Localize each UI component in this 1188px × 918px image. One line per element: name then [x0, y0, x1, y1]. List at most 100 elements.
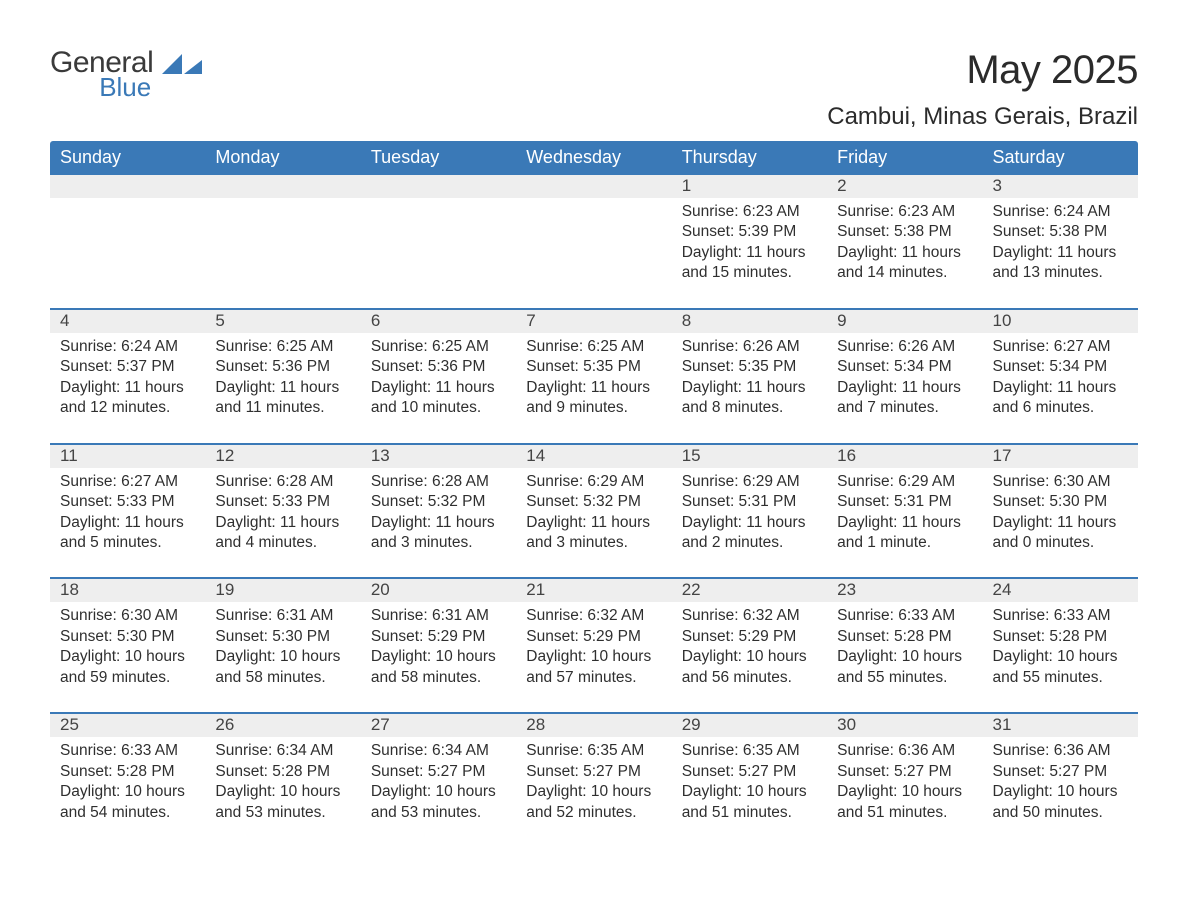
day-number-cell: 20: [361, 579, 516, 602]
day-number: 21: [516, 579, 665, 602]
day-cell: [205, 198, 360, 284]
day-number-cell: 11: [50, 445, 205, 468]
day-day1: Daylight: 10 hours: [526, 647, 661, 667]
day-cell: Sunrise: 6:34 AMSunset: 5:27 PMDaylight:…: [361, 737, 516, 823]
weekday-header-row: SundayMondayTuesdayWednesdayThursdayFrid…: [50, 141, 1138, 175]
day-day1: Daylight: 10 hours: [60, 782, 195, 802]
weeks-container: 123Sunrise: 6:23 AMSunset: 5:39 PMDaylig…: [50, 175, 1138, 823]
day-data: Sunrise: 6:28 AMSunset: 5:33 PMDaylight:…: [205, 468, 354, 554]
day-day2: and 13 minutes.: [993, 263, 1128, 283]
day-sunrise: Sunrise: 6:36 AM: [993, 741, 1128, 761]
day-number: 16: [827, 445, 976, 468]
day-sunset: Sunset: 5:27 PM: [371, 762, 506, 782]
day-sunset: Sunset: 5:37 PM: [60, 357, 195, 377]
calendar-page: General Blue May 2025 Cambui, Minas Gera…: [0, 0, 1188, 863]
location: Cambui, Minas Gerais, Brazil: [827, 103, 1138, 131]
day-sunrise: Sunrise: 6:29 AM: [682, 472, 817, 492]
weekday-header: Friday: [827, 141, 982, 175]
day-day1: Daylight: 11 hours: [837, 513, 972, 533]
day-number-cell: 26: [205, 714, 360, 737]
day-sunset: Sunset: 5:30 PM: [215, 627, 350, 647]
day-number-cell: 4: [50, 310, 205, 333]
day-day2: and 56 minutes.: [682, 668, 817, 688]
day-sunrise: Sunrise: 6:30 AM: [993, 472, 1128, 492]
day-day2: and 54 minutes.: [60, 803, 195, 823]
day-data: Sunrise: 6:32 AMSunset: 5:29 PMDaylight:…: [672, 602, 821, 688]
day-sunrise: Sunrise: 6:34 AM: [215, 741, 350, 761]
day-day1: Daylight: 11 hours: [215, 513, 350, 533]
day-cell: Sunrise: 6:33 AMSunset: 5:28 PMDaylight:…: [983, 602, 1138, 688]
day-day1: Daylight: 10 hours: [993, 782, 1128, 802]
day-sunrise: Sunrise: 6:26 AM: [837, 337, 972, 357]
day-cell: Sunrise: 6:24 AMSunset: 5:37 PMDaylight:…: [50, 333, 205, 419]
day-cell: [516, 198, 671, 284]
day-day2: and 58 minutes.: [215, 668, 350, 688]
day-number: 3: [983, 175, 1132, 198]
day-day2: and 52 minutes.: [526, 803, 661, 823]
day-day1: Daylight: 11 hours: [371, 513, 506, 533]
day-data: Sunrise: 6:30 AMSunset: 5:30 PMDaylight:…: [983, 468, 1132, 554]
day-sunrise: Sunrise: 6:28 AM: [215, 472, 350, 492]
day-number: 30: [827, 714, 976, 737]
day-number: 2: [827, 175, 976, 198]
day-data: Sunrise: 6:33 AMSunset: 5:28 PMDaylight:…: [827, 602, 976, 688]
sail-icon: [162, 52, 204, 78]
day-number: 7: [516, 310, 665, 333]
day-body-row: Sunrise: 6:30 AM Sunset: 5:30 PM Daylight:…: [50, 602, 1138, 688]
day-number-cell: 2: [827, 175, 982, 198]
day-sunrise: Sunrise: 6:27 AM: [993, 337, 1128, 357]
day-data: Sunrise: 6:31 AMSunset: 5:29 PMDaylight:…: [361, 602, 510, 688]
day-day1: Daylight: 10 hours: [682, 647, 817, 667]
day-data: Sunrise: 6:27 AMSunset: 5:33 PMDaylight:…: [50, 468, 199, 554]
day-day1: Daylight: 10 hours: [837, 647, 972, 667]
day-day2: and 58 minutes.: [371, 668, 506, 688]
day-sunset: Sunset: 5:36 PM: [371, 357, 506, 377]
day-number: 27: [361, 714, 510, 737]
day-sunrise: Sunrise: 6:27 AM: [60, 472, 195, 492]
day-number-cell: 17: [983, 445, 1138, 468]
day-day2: and 59 minutes.: [60, 668, 195, 688]
day-sunrise: Sunrise: 6:33 AM: [993, 606, 1128, 626]
day-data: Sunrise: 6:29 AMSunset: 5:31 PMDaylight:…: [672, 468, 821, 554]
day-cell: Sunrise: 6:33 AMSunset: 5:28 PMDaylight:…: [50, 737, 205, 823]
day-day1: Daylight: 10 hours: [526, 782, 661, 802]
day-day1: Daylight: 11 hours: [60, 513, 195, 533]
day-data: Sunrise: 6:33 AMSunset: 5:28 PMDaylight:…: [50, 737, 199, 823]
day-sunset: Sunset: 5:36 PM: [215, 357, 350, 377]
day-cell: Sunrise: 6:36 AMSunset: 5:27 PMDaylight:…: [983, 737, 1138, 823]
day-sunrise: Sunrise: 6:34 AM: [371, 741, 506, 761]
day-day2: and 11 minutes.: [215, 398, 350, 418]
day-day1: Daylight: 10 hours: [993, 647, 1128, 667]
day-number-cell: 25: [50, 714, 205, 737]
day-number-cell: 31: [983, 714, 1138, 737]
day-cell: Sunrise: 6:25 AMSunset: 5:35 PMDaylight:…: [516, 333, 671, 419]
weekday-header: Monday: [205, 141, 360, 175]
day-cell: Sunrise: 6:29 AMSunset: 5:31 PMDaylight:…: [827, 468, 982, 554]
day-data: Sunrise: 6:34 AMSunset: 5:27 PMDaylight:…: [361, 737, 510, 823]
day-data: Sunrise: 6:25 AMSunset: 5:35 PMDaylight:…: [516, 333, 665, 419]
day-sunset: Sunset: 5:31 PM: [837, 492, 972, 512]
day-day1: Daylight: 11 hours: [526, 513, 661, 533]
weekday-header: Sunday: [50, 141, 205, 175]
day-number-cell: 5: [205, 310, 360, 333]
day-cell: Sunrise: 6:31 AMSunset: 5:30 PMDaylight:…: [205, 602, 360, 688]
day-data: Sunrise: 6:26 AMSunset: 5:35 PMDaylight:…: [672, 333, 821, 419]
day-day2: and 12 minutes.: [60, 398, 195, 418]
day-number-cell: 13: [361, 445, 516, 468]
day-cell: Sunrise: 6:27 AMSunset: 5:33 PMDaylight:…: [50, 468, 205, 554]
day-sunset: Sunset: 5:27 PM: [526, 762, 661, 782]
day-day1: Daylight: 11 hours: [682, 378, 817, 398]
day-number-cell: 27: [361, 714, 516, 737]
day-cell: Sunrise: 6:23 AMSunset: 5:39 PMDaylight:…: [672, 198, 827, 284]
calendar-week: 45678910Sunrise: 6:24 AMSunset: 5:37 PMD…: [50, 308, 1138, 419]
day-cell: Sunrise: 6:30 AMSunset: 5:30 PMDaylight:…: [983, 468, 1138, 554]
day-number: 11: [50, 445, 199, 468]
day-sunrise: Sunrise: 6:23 AM: [837, 202, 972, 222]
day-sunrise: Sunrise: 6:30 AM: [60, 606, 195, 626]
day-sunset: Sunset: 5:32 PM: [526, 492, 661, 512]
day-data: Sunrise: 6:23 AMSunset: 5:38 PMDaylight:…: [827, 198, 976, 284]
day-sunrise: Sunrise: 6:24 AM: [60, 337, 195, 357]
day-body-row: Sunrise: 6:33 AMSunset: 5:28 PMDaylight:…: [50, 737, 1138, 823]
day-data: Sunrise: 6:26 AMSunset: 5:34 PMDaylight:…: [827, 333, 976, 419]
day-day2: and 3 minutes.: [526, 533, 661, 553]
